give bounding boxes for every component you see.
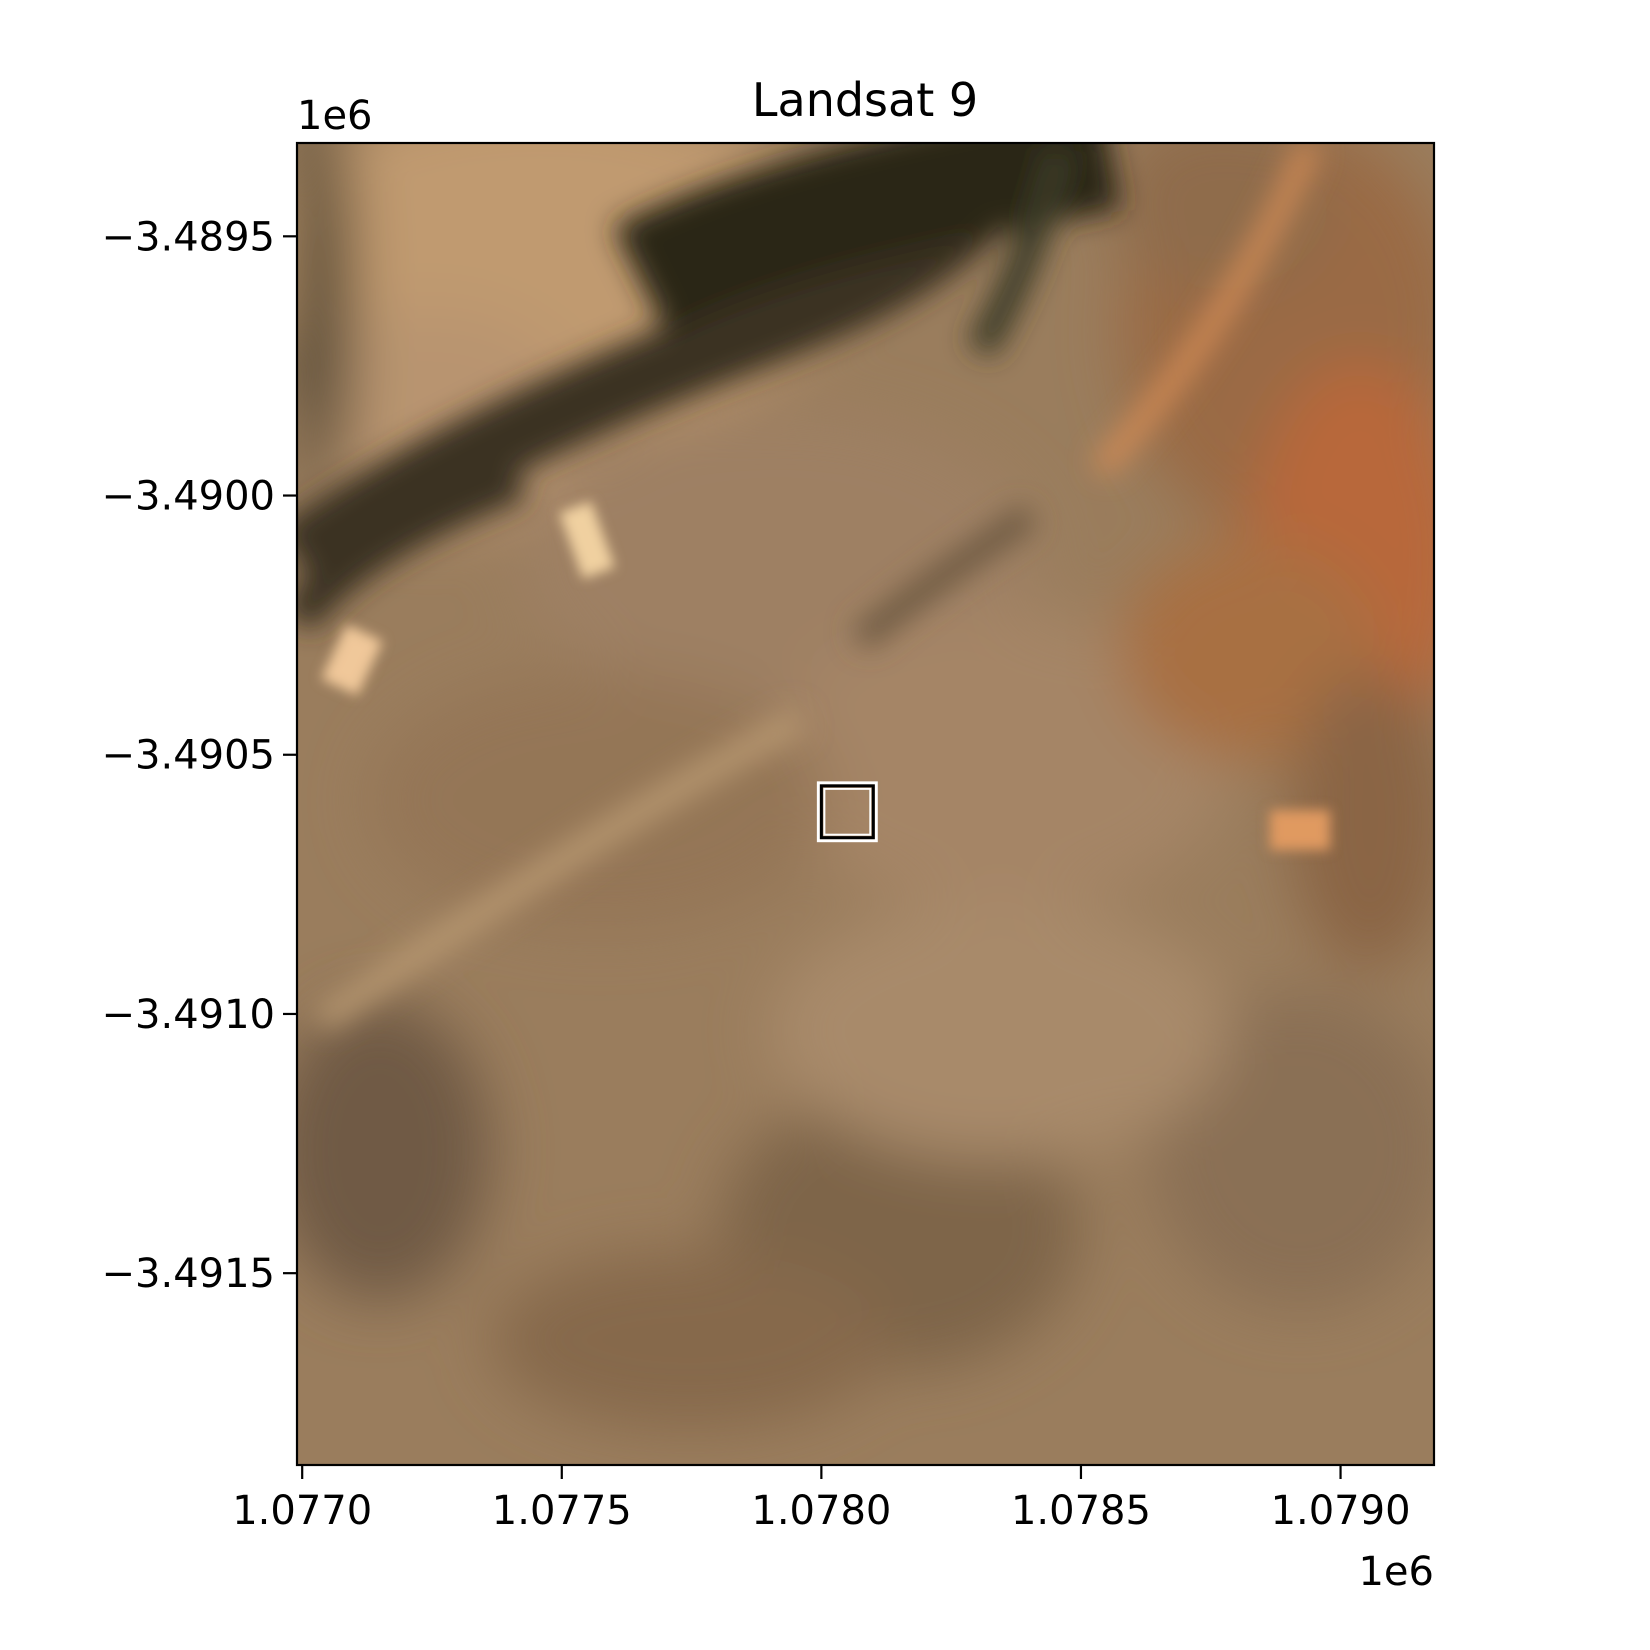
location-marker — [816, 781, 878, 843]
y-tick-label: −3.4895 — [102, 214, 275, 260]
satellite-image — [297, 143, 1434, 1465]
y-tick-label: −3.4910 — [102, 992, 275, 1038]
y-axis: −3.4895 −3.4900 −3.4905 −3.4910 −3.4915 — [102, 214, 297, 1297]
x-tick-label: 1.0780 — [751, 1488, 891, 1534]
y-offset-label: 1e6 — [297, 93, 373, 139]
x-axis: 1.0770 1.0775 1.0780 1.0785 1.0790 — [232, 1465, 1411, 1534]
chart-title: Landsat 9 — [752, 73, 978, 127]
x-tick-label: 1.0790 — [1271, 1488, 1411, 1534]
axes-frame — [295, 141, 1436, 1467]
x-tick-label: 1.0770 — [232, 1488, 372, 1534]
marker-inner-outline — [823, 787, 872, 836]
y-tick-label: −3.4900 — [102, 474, 275, 520]
x-tick-label: 1.0775 — [492, 1488, 632, 1534]
marker-outline — [816, 781, 878, 843]
marker-box — [819, 784, 875, 840]
y-tick-label: −3.4915 — [102, 1251, 275, 1297]
y-tick-label: −3.4905 — [102, 733, 275, 779]
x-tick-label: 1.0785 — [1011, 1488, 1151, 1534]
x-offset-label: 1e6 — [1358, 1549, 1434, 1595]
